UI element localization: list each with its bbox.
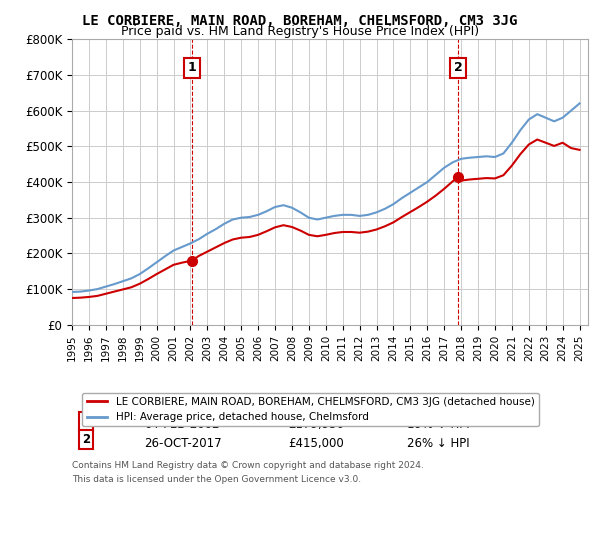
Text: 26% ↓ HPI: 26% ↓ HPI <box>407 437 470 450</box>
Text: 1: 1 <box>188 61 196 74</box>
Text: £179,950: £179,950 <box>289 418 345 431</box>
Text: 04-FEB-2002: 04-FEB-2002 <box>144 418 220 431</box>
Text: LE CORBIERE, MAIN ROAD, BOREHAM, CHELMSFORD, CM3 3JG: LE CORBIERE, MAIN ROAD, BOREHAM, CHELMSF… <box>82 14 518 28</box>
Legend: LE CORBIERE, MAIN ROAD, BOREHAM, CHELMSFORD, CM3 3JG (detached house), HPI: Aver: LE CORBIERE, MAIN ROAD, BOREHAM, CHELMSF… <box>82 393 539 426</box>
Text: 26-OCT-2017: 26-OCT-2017 <box>144 437 222 450</box>
Text: Contains HM Land Registry data © Crown copyright and database right 2024.: Contains HM Land Registry data © Crown c… <box>72 460 424 470</box>
Text: 2: 2 <box>454 61 463 74</box>
Text: 19% ↓ HPI: 19% ↓ HPI <box>407 418 470 431</box>
Text: This data is licensed under the Open Government Licence v3.0.: This data is licensed under the Open Gov… <box>72 475 361 484</box>
Text: £415,000: £415,000 <box>289 437 344 450</box>
Text: 1: 1 <box>82 415 91 428</box>
Text: 2: 2 <box>82 433 91 446</box>
Text: Price paid vs. HM Land Registry's House Price Index (HPI): Price paid vs. HM Land Registry's House … <box>121 25 479 38</box>
